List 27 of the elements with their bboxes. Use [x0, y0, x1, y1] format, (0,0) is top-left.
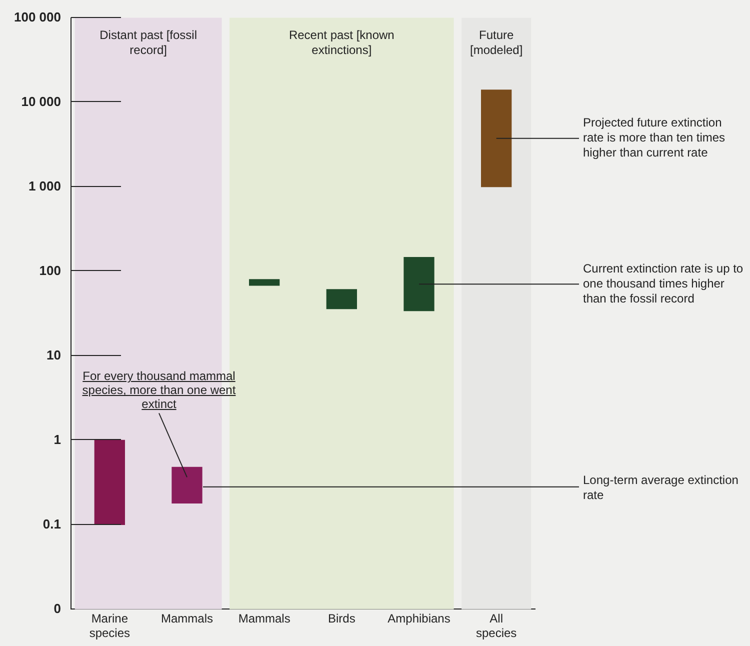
bar	[481, 90, 512, 188]
y-tick-label: 10	[46, 347, 61, 362]
bar	[326, 289, 357, 310]
x-tick-label: Birds	[328, 612, 356, 626]
y-tick-label: 1	[54, 432, 61, 447]
x-tick-label: Amphibians	[388, 612, 450, 626]
text: Projected future extinction rate is more than ten times higher than current rate	[583, 116, 726, 160]
text: Current extinction rate is up to one thousand times higher than the fossil record	[583, 261, 744, 306]
ref-line-label: Long-term average extinction rate	[583, 473, 738, 502]
y-tick-label: 100	[39, 262, 61, 278]
bar	[94, 440, 125, 526]
band-label: Recent past [known extinctions]	[288, 28, 394, 58]
band-label: Future [modeled]	[470, 28, 523, 58]
annotation: For every thousand mammal species, more than one went extinct	[81, 369, 237, 412]
band-label: Distant past [fossil record]	[100, 28, 198, 58]
y-tick-label: 10 000	[21, 94, 61, 109]
y-tick-label: 100 000	[14, 9, 61, 24]
x-tick-label: Mammals	[238, 612, 290, 626]
bar	[172, 466, 202, 504]
x-tick-label: Mammals	[160, 612, 213, 626]
bar	[404, 257, 434, 312]
y-tick-label: 1 000	[28, 178, 61, 194]
x-tick-label: Marine species	[89, 612, 130, 640]
bar	[249, 279, 280, 286]
y-tick-label: 0.1	[42, 516, 61, 532]
x-tick-label: All species	[476, 612, 517, 640]
y-tick-label: 0	[54, 600, 61, 616]
